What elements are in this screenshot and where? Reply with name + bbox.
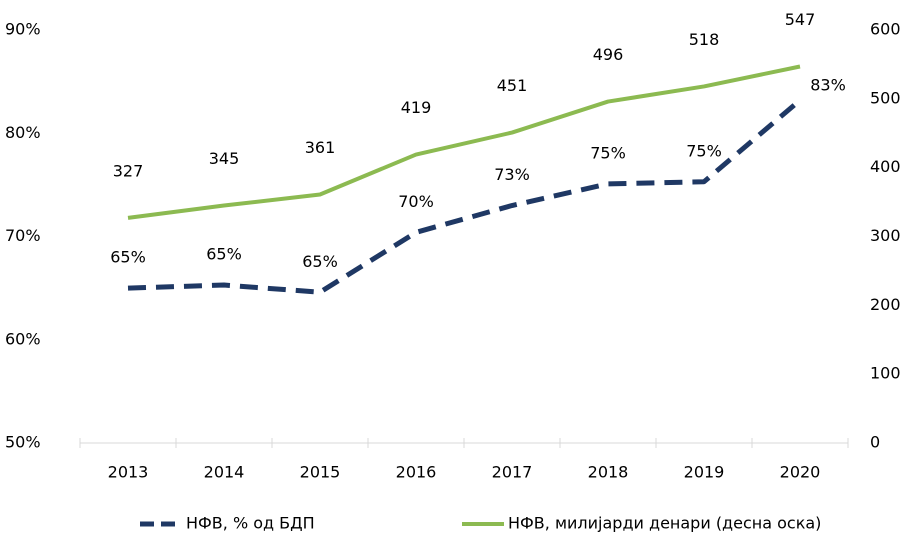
data-label: 419 [401,98,432,117]
y2-tick-label: 100 [870,364,901,383]
y-tick-label: 50% [5,433,41,452]
series-line [127,98,802,295]
y2-tick-label: 400 [870,157,901,176]
data-label: 73% [494,165,530,184]
x-tick-label: 2019 [684,463,725,482]
legend-label: НФВ, % од БДП [186,514,315,533]
y2-tick-label: 200 [870,295,901,314]
y2-tick-label: 500 [870,88,901,107]
x-tick-label: 2017 [492,463,533,482]
x-tick-label: 2020 [780,463,821,482]
y-tick-label: 90% [5,20,41,39]
data-label: 361 [305,138,336,157]
data-label: 65% [302,252,338,271]
x-tick-label: 2014 [204,463,245,482]
legend-label: НФВ, милијарди денари (десна оска) [508,514,821,533]
data-label: 496 [593,45,624,64]
y2-tick-label: 600 [870,20,901,39]
data-label: 345 [209,149,240,168]
data-label: 83% [810,76,846,95]
data-label: 547 [785,10,816,29]
y-tick-label: 60% [5,329,41,348]
data-label: 65% [110,248,146,267]
y-tick-label: 80% [5,123,41,142]
y-tick-label: 70% [5,226,41,245]
data-label: 65% [206,245,242,264]
data-label: 327 [113,161,144,180]
data-label: 70% [398,192,434,211]
x-tick-label: 2018 [588,463,629,482]
series-line [127,64,801,220]
data-label: 451 [497,76,528,95]
x-tick-label: 2016 [396,463,437,482]
y2-tick-label: 0 [870,433,880,452]
data-label: 518 [689,30,720,49]
y2-tick-label: 300 [870,226,901,245]
x-tick-label: 2015 [300,463,341,482]
data-label: 75% [590,143,626,162]
data-label: 75% [686,141,722,160]
x-tick-label: 2013 [108,463,149,482]
